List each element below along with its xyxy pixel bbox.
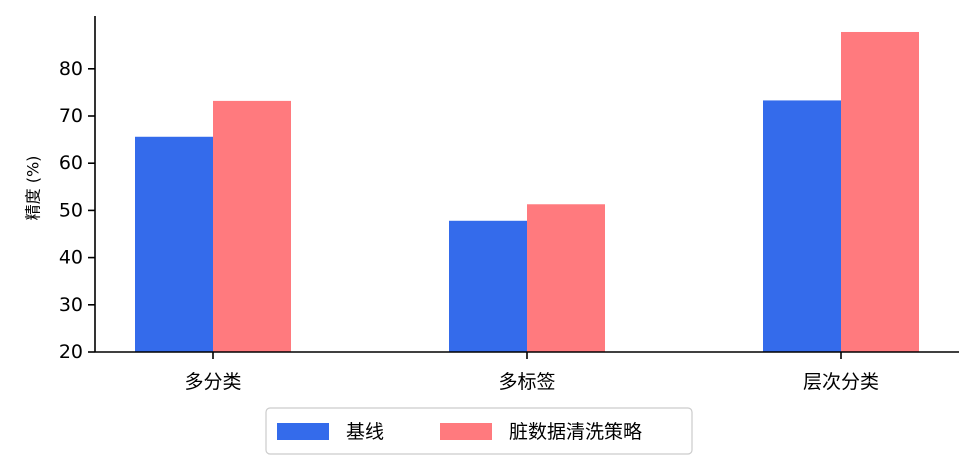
y-tick-label: 60 — [59, 152, 83, 174]
y-tick-label: 30 — [59, 294, 83, 316]
y-axis-label: 精度 (%) — [24, 156, 43, 221]
x-tick-label: 层次分类 — [803, 371, 879, 393]
bar-baseline-2 — [763, 100, 841, 352]
legend: 基线 脏数据清洗策略 — [265, 407, 693, 455]
bar-baseline-0 — [135, 136, 213, 352]
y-ticks-group: 20 30 40 50 60 70 80 — [59, 58, 95, 363]
bar-cleaning-0 — [213, 100, 291, 352]
legend-swatch — [440, 423, 492, 440]
legend-label: 基线 — [346, 421, 384, 443]
x-tick-label: 多标签 — [498, 371, 555, 393]
legend-swatch — [277, 423, 329, 440]
bars-group — [135, 31, 919, 352]
legend-label: 脏数据清洗策略 — [509, 421, 642, 443]
y-tick-label: 20 — [59, 341, 83, 363]
y-tick-label: 40 — [59, 247, 83, 269]
x-tick-label: 多分类 — [184, 371, 241, 393]
y-tick-label: 50 — [59, 199, 83, 221]
y-tick-label: 80 — [59, 58, 83, 80]
y-tick-label: 70 — [59, 105, 83, 127]
x-ticks-group: 多分类 多标签 层次分类 — [184, 352, 879, 393]
bar-baseline-1 — [449, 220, 527, 352]
bar-cleaning-1 — [527, 204, 605, 352]
bar-cleaning-2 — [841, 31, 919, 352]
